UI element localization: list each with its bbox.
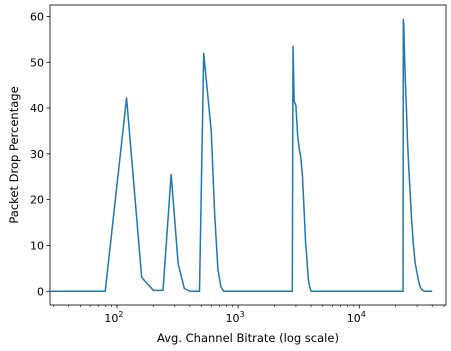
- x-axis-ticks: 102 103 104: [104, 305, 366, 325]
- y-tick-label: 40: [30, 102, 44, 115]
- y-axis-label: Packet Drop Percentage: [7, 86, 21, 223]
- y-tick-label: 60: [30, 10, 44, 23]
- y-tick-label: 30: [30, 148, 44, 161]
- y-tick-label: 50: [30, 56, 44, 69]
- x-tick-label: 102: [104, 310, 123, 325]
- x-tick-base: 10: [226, 312, 240, 325]
- x-axis-minor-ticks: [53, 305, 445, 307]
- x-tick-exponent: 4: [361, 310, 366, 319]
- series-line: [50, 18, 433, 293]
- y-tick-label: 0: [37, 285, 44, 298]
- y-axis-ticks: 0 10 20 30 40 50 60: [30, 10, 50, 298]
- x-tick-exponent: 2: [118, 310, 123, 319]
- x-tick-base: 10: [347, 312, 361, 325]
- x-tick-label: 104: [347, 310, 366, 325]
- x-tick-exponent: 3: [240, 310, 245, 319]
- y-tick-label: 20: [30, 194, 44, 207]
- y-tick-label: 10: [30, 239, 44, 252]
- x-tick-label: 103: [226, 310, 245, 325]
- x-axis-label: Avg. Channel Bitrate (log scale): [157, 331, 339, 345]
- plot-frame: [49, 4, 447, 306]
- x-tick-base: 10: [104, 312, 118, 325]
